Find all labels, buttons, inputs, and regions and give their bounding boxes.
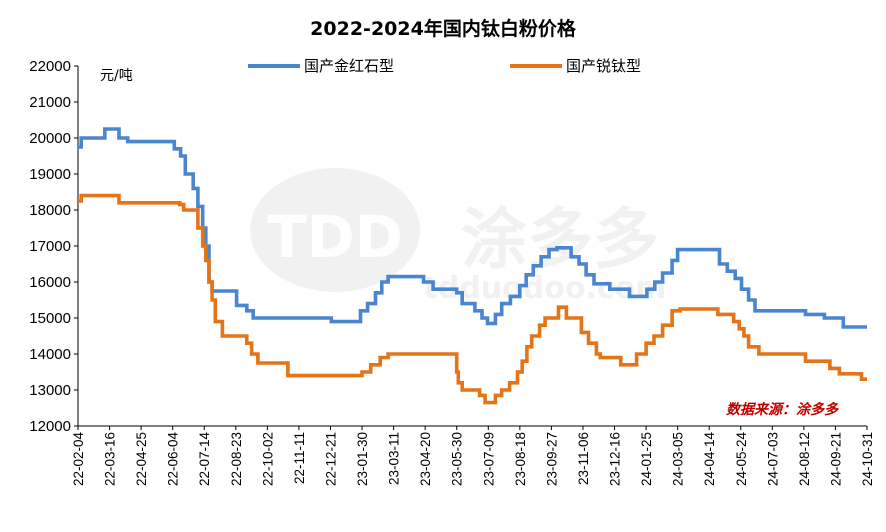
x-tick-label: 24-05-24 [734,432,749,487]
x-tick-label: 24-04-14 [702,432,717,487]
x-tick-label: 24-10-31 [860,432,875,486]
y-tick-label: 19000 [29,166,71,183]
y-tick-label: 12000 [29,418,71,435]
x-tick-label: 23-11-06 [576,432,591,485]
x-tick-label: 23-08-18 [513,432,528,486]
x-tick-label: 23-04-20 [418,432,433,486]
chart-title: 2022-2024年国内钛白粉价格 [310,17,577,40]
x-ticks: 22-02-04 22-03-16 22-04-25 22-06-04 22-07-14… [71,426,875,486]
y-tick-label: 20000 [29,130,71,147]
x-tick-label: 24-03-05 [671,432,686,486]
source-note: 数据来源：涂多多 [726,401,839,418]
x-tick-label: 22-08-23 [229,432,244,486]
x-tick-label: 24-01-25 [639,432,654,486]
x-tick-label: 22-06-04 [166,432,181,487]
x-tick-label: 24-09-21 [828,432,843,486]
y-axis-unit: 元/吨 [100,68,133,84]
x-tick-label: 22-03-16 [103,432,118,486]
x-tick-label: 22-07-14 [197,432,212,487]
series-line-anatase [78,193,867,405]
series-layer [78,127,867,405]
y-tick-label: 15000 [29,310,71,327]
x-tick-label: 23-12-16 [608,432,623,486]
y-tick-label: 14000 [29,346,71,363]
x-tick-label: 23-05-30 [450,432,465,486]
y-tick-label: 18000 [29,202,71,219]
x-tick-label: 24-07-03 [765,432,780,486]
y-tick-label: 22000 [29,58,71,75]
y-ticks: 22000 21000 20000 19000 18000 17000 16000 15000… [29,58,78,435]
legend: 国产金红石型 国产锐钛型 [248,57,641,75]
x-tick-label: 23-01-30 [355,432,370,486]
watermark-logo-text: TDD [267,203,403,271]
legend-label-anatase: 国产锐钛型 [566,57,641,75]
x-tick-label: 22-04-25 [134,432,149,486]
x-tick-label: 23-09-27 [544,432,559,486]
y-tick-label: 21000 [29,94,71,111]
x-tick-label: 22-12-21 [323,432,338,486]
legend-label-rutile: 国产金红石型 [304,57,394,75]
x-tick-label: 22-10-02 [260,432,275,486]
x-tick-label: 23-07-09 [481,432,496,486]
y-tick-label: 16000 [29,274,71,291]
x-tick-label: 23-03-11 [387,432,402,485]
x-tick-label: 22-11-11 [292,432,307,484]
y-tick-label: 13000 [29,382,71,399]
watermark-cn-text: 涂多多 [461,201,659,278]
y-tick-label: 17000 [29,238,71,255]
x-tick-label: 24-08-12 [797,432,812,486]
watermark-logo-cloud [250,168,420,292]
x-tick-label: 22-02-04 [71,432,86,487]
series-line-rutile [78,127,867,329]
